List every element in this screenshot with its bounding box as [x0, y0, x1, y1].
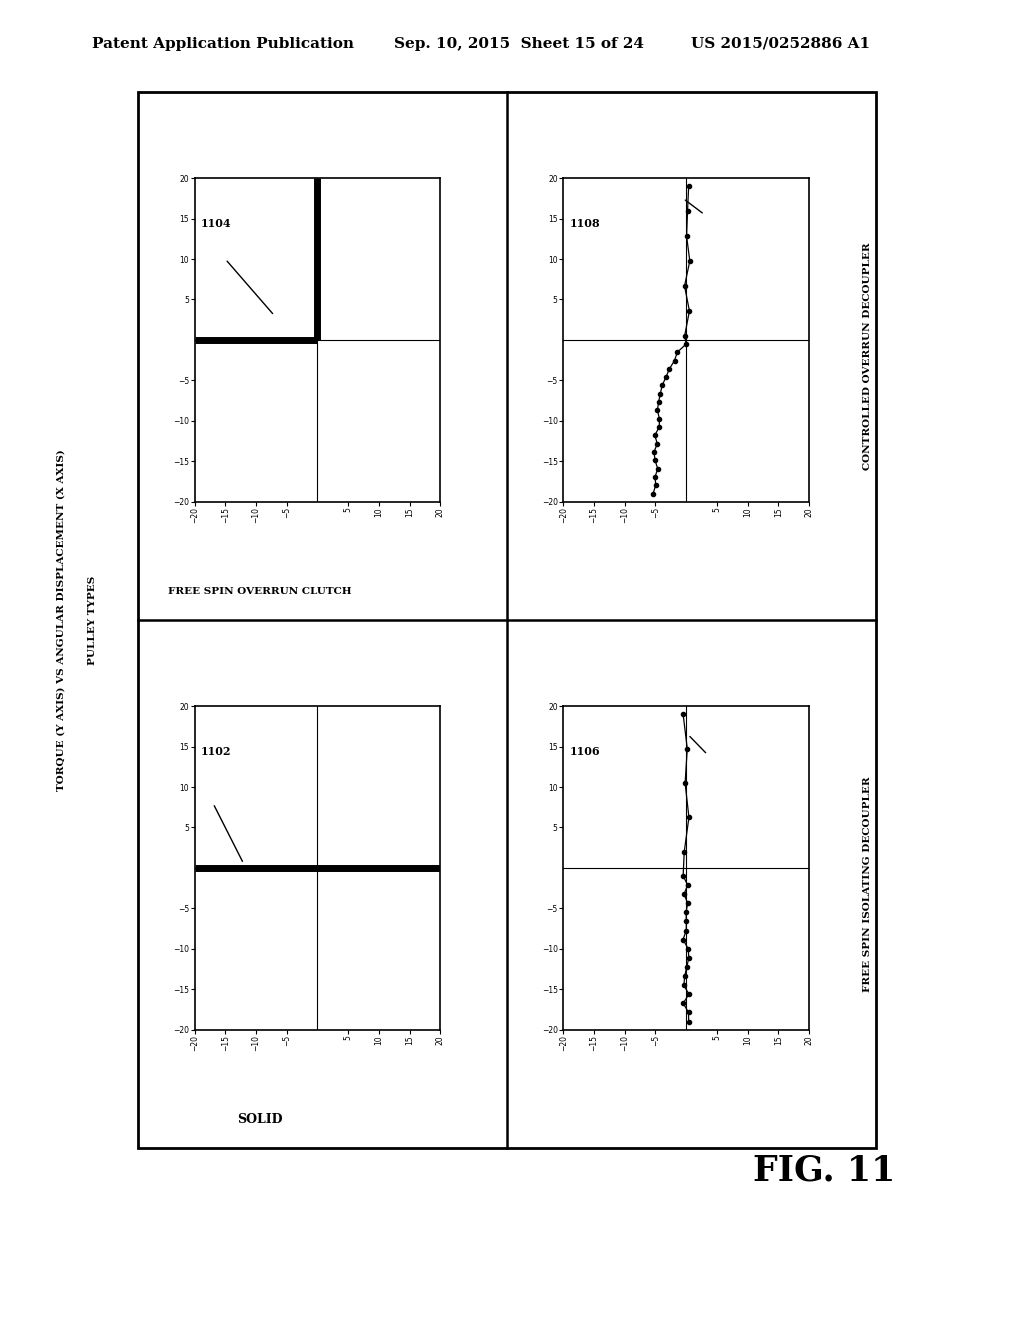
Text: FIG. 11: FIG. 11	[753, 1154, 895, 1188]
Text: 1106: 1106	[569, 746, 600, 756]
Text: US 2015/0252886 A1: US 2015/0252886 A1	[691, 37, 870, 51]
Text: Patent Application Publication: Patent Application Publication	[92, 37, 354, 51]
Text: FREE SPIN OVERRUN CLUTCH: FREE SPIN OVERRUN CLUTCH	[168, 587, 351, 595]
Text: PULLEY TYPES: PULLEY TYPES	[88, 576, 96, 665]
Text: CONTROLLED OVERRUN DECOUPLER: CONTROLLED OVERRUN DECOUPLER	[863, 243, 871, 470]
Text: 1108: 1108	[569, 218, 600, 228]
Text: 1102: 1102	[201, 746, 231, 756]
Text: SOLID: SOLID	[238, 1113, 283, 1126]
Text: TORQUE (Y AXIS) VS ANGULAR DISPLACEMENT (X AXIS): TORQUE (Y AXIS) VS ANGULAR DISPLACEMENT …	[57, 450, 66, 791]
Text: 1104: 1104	[201, 218, 231, 228]
Text: FREE SPIN ISOLATING DECOUPLER: FREE SPIN ISOLATING DECOUPLER	[863, 776, 871, 993]
Text: Sep. 10, 2015  Sheet 15 of 24: Sep. 10, 2015 Sheet 15 of 24	[394, 37, 644, 51]
